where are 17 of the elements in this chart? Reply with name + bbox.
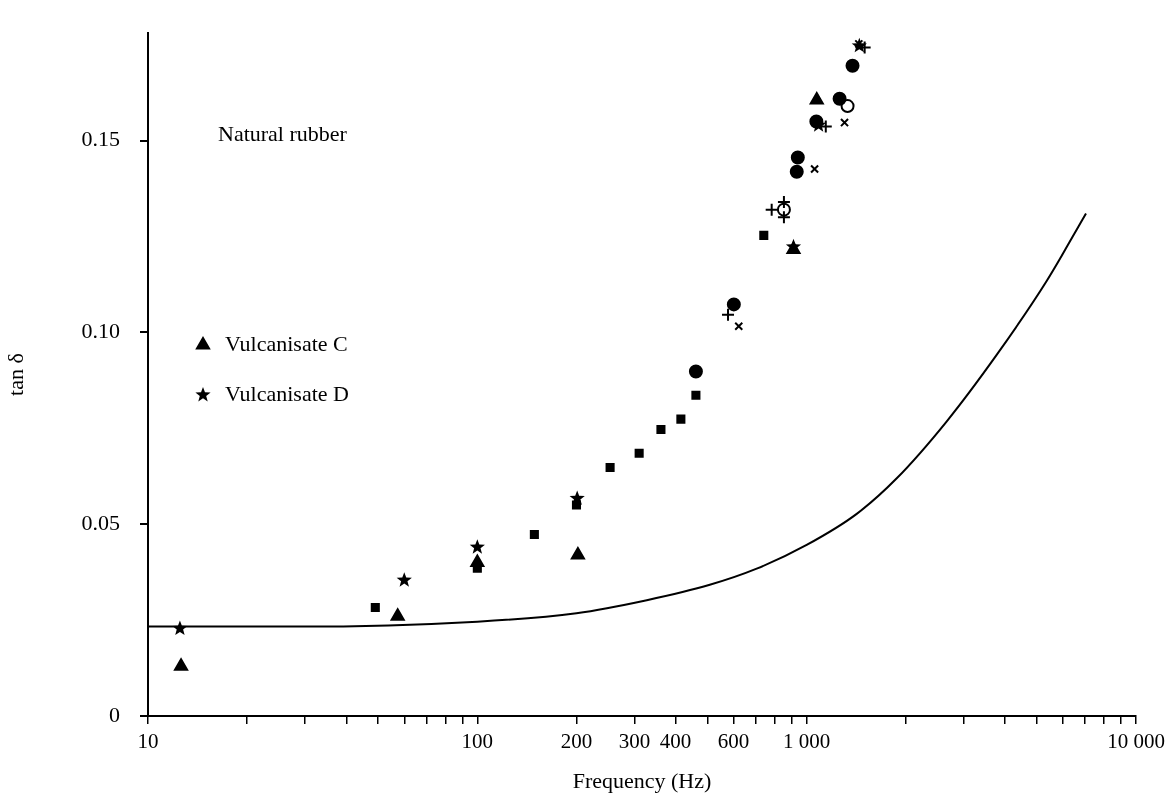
y-tick-label: 0.15 xyxy=(81,126,120,152)
legend-label: Vulcanisate C xyxy=(225,330,348,356)
y-axis-title: tan δ xyxy=(2,353,28,396)
x-tick-label: 600 xyxy=(717,729,750,754)
y-tick-label: 0.05 xyxy=(81,509,120,535)
x-tick-label: 1 000 xyxy=(783,729,831,754)
x-axis-title: Frequency (Hz) xyxy=(572,767,712,793)
x-tick-label: 10 000 xyxy=(1107,729,1165,754)
legend-label: Vulcanisate D xyxy=(225,380,349,406)
y-tick-label: 0.10 xyxy=(81,318,120,344)
y-tick-label: 0 xyxy=(109,701,120,727)
annotation: Natural rubber xyxy=(218,120,348,146)
x-tick-label: 200 xyxy=(560,729,593,754)
x-tick-label: 300 xyxy=(618,729,651,754)
x-tick-label: 100 xyxy=(461,729,494,754)
x-tick-label: 400 xyxy=(659,729,692,754)
x-tick-label: 10 xyxy=(137,729,159,754)
